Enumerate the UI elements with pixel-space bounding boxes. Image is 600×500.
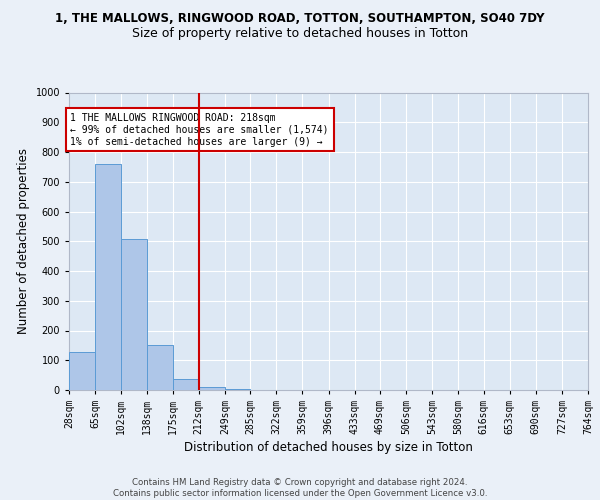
Bar [173, 379, 199, 390]
Bar [199, 388, 225, 390]
Text: Size of property relative to detached houses in Totton: Size of property relative to detached ho… [132, 28, 468, 40]
Bar [225, 388, 250, 390]
Bar [95, 164, 121, 390]
Text: 1, THE MALLOWS, RINGWOOD ROAD, TOTTON, SOUTHAMPTON, SO40 7DY: 1, THE MALLOWS, RINGWOOD ROAD, TOTTON, S… [55, 12, 545, 26]
Bar [146, 345, 173, 390]
Bar [121, 239, 146, 390]
Y-axis label: Number of detached properties: Number of detached properties [17, 148, 30, 334]
Text: Contains HM Land Registry data © Crown copyright and database right 2024.
Contai: Contains HM Land Registry data © Crown c… [113, 478, 487, 498]
Bar [69, 352, 95, 390]
Text: 1 THE MALLOWS RINGWOOD ROAD: 218sqm
← 99% of detached houses are smaller (1,574): 1 THE MALLOWS RINGWOOD ROAD: 218sqm ← 99… [70, 114, 329, 146]
X-axis label: Distribution of detached houses by size in Totton: Distribution of detached houses by size … [184, 441, 473, 454]
